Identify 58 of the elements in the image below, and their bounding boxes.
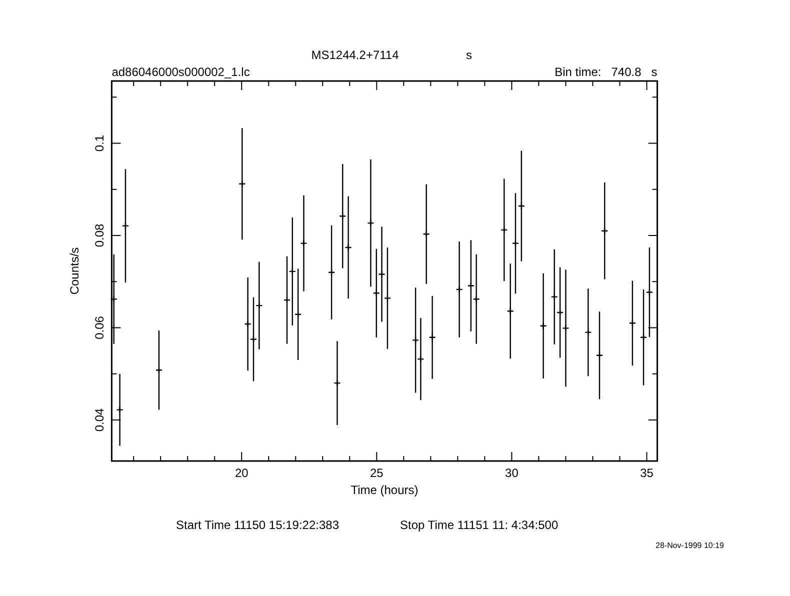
point bbox=[116, 406, 124, 414]
point bbox=[256, 302, 263, 310]
point bbox=[417, 355, 424, 363]
y-tick-label: 0.04 bbox=[92, 408, 107, 432]
point bbox=[512, 240, 520, 247]
point bbox=[334, 379, 341, 387]
point bbox=[540, 322, 547, 330]
point bbox=[456, 286, 463, 294]
point bbox=[344, 244, 352, 252]
text: Bin time: 740.8 s bbox=[554, 65, 658, 79]
point bbox=[244, 320, 252, 328]
point bbox=[500, 226, 508, 234]
text: Stop Time 11151 11: 4:34:500 bbox=[400, 518, 558, 532]
text: 28-Nov-1999 10:19 bbox=[656, 541, 725, 550]
point bbox=[300, 240, 308, 247]
point bbox=[328, 268, 336, 276]
point bbox=[422, 230, 430, 238]
point bbox=[562, 324, 570, 332]
chart-title: MS1244.2+7114 bbox=[311, 48, 400, 62]
point bbox=[596, 352, 604, 359]
x-tick-label: 35 bbox=[640, 466, 654, 480]
point bbox=[412, 336, 420, 344]
point bbox=[506, 308, 514, 315]
point bbox=[584, 328, 592, 336]
x-tick-label: 25 bbox=[370, 466, 384, 480]
x-tick-label: 20 bbox=[234, 466, 249, 480]
y-tick-label: 0.08 bbox=[92, 223, 107, 248]
point bbox=[283, 296, 291, 304]
point bbox=[467, 282, 475, 290]
point bbox=[250, 336, 258, 343]
point bbox=[556, 308, 564, 316]
point bbox=[339, 212, 346, 220]
text: s bbox=[466, 48, 472, 62]
point bbox=[428, 334, 436, 342]
chart-subtitle: ad86046000s000002_1.lc bbox=[112, 65, 250, 79]
point bbox=[472, 296, 480, 303]
point bbox=[110, 296, 118, 303]
point bbox=[550, 293, 558, 300]
point bbox=[294, 310, 302, 318]
point bbox=[238, 180, 246, 188]
point bbox=[122, 222, 130, 230]
point bbox=[372, 290, 380, 297]
point bbox=[384, 294, 392, 302]
y-tick-label: 0.1 bbox=[92, 134, 107, 152]
point bbox=[155, 366, 163, 374]
point bbox=[378, 270, 386, 278]
point bbox=[601, 227, 608, 234]
y-tick-label: 0.06 bbox=[92, 316, 107, 340]
x-tick-label: 30 bbox=[505, 466, 519, 480]
point bbox=[518, 202, 526, 210]
point bbox=[367, 219, 374, 227]
point bbox=[640, 334, 648, 342]
x-axis-title: Time (hours) bbox=[350, 483, 418, 497]
point bbox=[288, 268, 296, 276]
point bbox=[628, 320, 636, 327]
y-axis-title: Counts/s bbox=[68, 247, 82, 295]
text: Start Time 11150 15:19:22:383 bbox=[176, 518, 340, 532]
point bbox=[646, 288, 654, 296]
